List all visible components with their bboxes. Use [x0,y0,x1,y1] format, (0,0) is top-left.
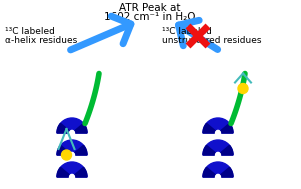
Wedge shape [57,162,87,177]
Wedge shape [57,145,69,155]
Text: unstructured residues: unstructured residues [162,36,262,45]
Wedge shape [75,145,87,155]
Wedge shape [57,167,69,177]
Text: ATR Peak at: ATR Peak at [119,3,181,13]
Wedge shape [57,140,87,155]
Wedge shape [203,167,215,177]
Wedge shape [203,140,233,155]
Wedge shape [75,123,87,133]
Wedge shape [57,118,87,133]
Wedge shape [203,118,233,133]
Wedge shape [221,145,233,155]
Wedge shape [221,123,233,133]
Text: 1602 cm⁻¹ in H₂O: 1602 cm⁻¹ in H₂O [104,12,196,22]
Circle shape [238,84,248,94]
Wedge shape [221,167,233,177]
Wedge shape [75,167,87,177]
Text: α-helix residues: α-helix residues [5,36,77,45]
Wedge shape [203,162,233,177]
Wedge shape [203,123,215,133]
Wedge shape [203,145,215,155]
Text: ¹³C labeled: ¹³C labeled [162,27,212,36]
Wedge shape [57,123,69,133]
Circle shape [61,150,72,160]
Text: ¹³C labeled: ¹³C labeled [5,27,55,36]
